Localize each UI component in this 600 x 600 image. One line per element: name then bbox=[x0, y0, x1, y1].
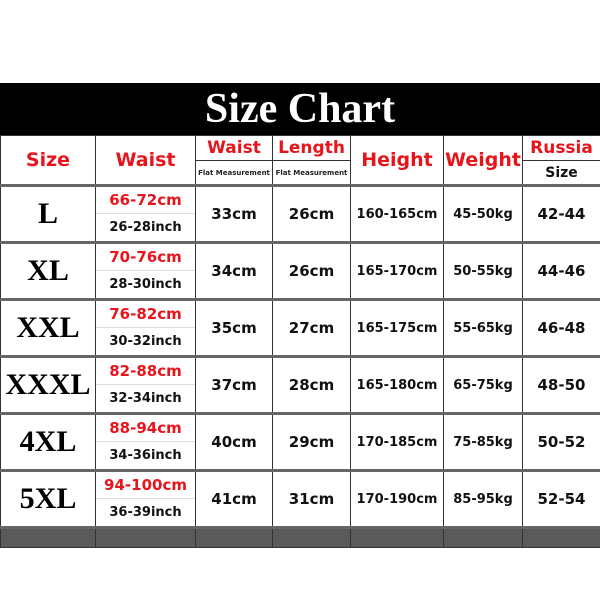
size-table: Size Waist Waist Length Height Weight Ru… bbox=[0, 135, 600, 548]
size-cell: XXL bbox=[0, 298, 96, 357]
header-length: Length bbox=[272, 135, 351, 161]
russia-cell: 50-52 bbox=[522, 412, 600, 471]
footer-cell bbox=[195, 526, 273, 548]
waist-cell: 76-82cm 30-32inch bbox=[95, 298, 196, 357]
header-length-sub: Flat Measurement bbox=[272, 160, 351, 186]
waist-cell: 66-72cm 26-28inch bbox=[95, 184, 196, 243]
size-cell: L bbox=[0, 184, 96, 243]
flat-waist-cell: 33cm bbox=[195, 184, 273, 243]
table-row: XXL 76-82cm 30-32inch 35cm 27cm 165-175cm 55-6… bbox=[0, 298, 600, 357]
flat-waist-cell: 35cm bbox=[195, 298, 273, 357]
footer-cell bbox=[443, 526, 523, 548]
russia-cell: 46-48 bbox=[522, 298, 600, 357]
size-cell: XL bbox=[0, 241, 96, 300]
chart-title: Size Chart bbox=[0, 83, 600, 135]
length-cell: 28cm bbox=[272, 355, 351, 414]
header-flat-waist-sub: Flat Measurement bbox=[195, 160, 273, 186]
footer-cell bbox=[350, 526, 444, 548]
footer-bar bbox=[0, 526, 600, 548]
russia-cell: 48-50 bbox=[522, 355, 600, 414]
flat-waist-cell: 37cm bbox=[195, 355, 273, 414]
header-flat-waist: Waist bbox=[195, 135, 273, 161]
flat-waist-cell: 41cm bbox=[195, 469, 273, 528]
waist-cm: 94-100cm bbox=[96, 472, 195, 499]
length-cell: 31cm bbox=[272, 469, 351, 528]
header-size: Size bbox=[0, 135, 96, 186]
flat-waist-cell: 40cm bbox=[195, 412, 273, 471]
table-row: XL 70-76cm 28-30inch 34cm 26cm 165-170cm 50-55… bbox=[0, 241, 600, 300]
waist-cm: 66-72cm bbox=[96, 187, 195, 214]
waist-cm: 70-76cm bbox=[96, 244, 195, 271]
size-cell: XXXL bbox=[0, 355, 96, 414]
waist-cell: 82-88cm 32-34inch bbox=[95, 355, 196, 414]
waist-inch: 32-34inch bbox=[109, 391, 182, 406]
weight-cell: 55-65kg bbox=[443, 298, 523, 357]
header-height: Height bbox=[350, 135, 444, 186]
size-cell: 5XL bbox=[0, 469, 96, 528]
waist-cell: 88-94cm 34-36inch bbox=[95, 412, 196, 471]
weight-cell: 50-55kg bbox=[443, 241, 523, 300]
header-row: Size Waist Waist Length Height Weight Ru… bbox=[0, 135, 600, 186]
waist-cm: 82-88cm bbox=[96, 358, 195, 385]
weight-cell: 65-75kg bbox=[443, 355, 523, 414]
weight-cell: 45-50kg bbox=[443, 184, 523, 243]
table-row: L 66-72cm 26-28inch 33cm 26cm 160-165cm 45-50k… bbox=[0, 184, 600, 243]
table-row: XXXL 82-88cm 32-34inch 37cm 28cm 165-180cm 65-… bbox=[0, 355, 600, 414]
waist-cm: 88-94cm bbox=[96, 415, 195, 442]
header-russia-sub: Size bbox=[522, 160, 600, 186]
length-cell: 26cm bbox=[272, 184, 351, 243]
length-cell: 26cm bbox=[272, 241, 351, 300]
waist-inch: 36-39inch bbox=[109, 505, 182, 520]
waist-inch: 26-28inch bbox=[109, 220, 182, 235]
table-row: 5XL 94-100cm 36-39inch 41cm 31cm 170-190cm 85-… bbox=[0, 469, 600, 528]
header-waist: Waist bbox=[95, 135, 196, 186]
height-cell: 170-185cm bbox=[350, 412, 444, 471]
footer-cell bbox=[0, 526, 96, 548]
footer-cell bbox=[272, 526, 351, 548]
length-cell: 27cm bbox=[272, 298, 351, 357]
length-cell: 29cm bbox=[272, 412, 351, 471]
footer-cell bbox=[522, 526, 600, 548]
waist-cell: 70-76cm 28-30inch bbox=[95, 241, 196, 300]
flat-waist-cell: 34cm bbox=[195, 241, 273, 300]
size-cell: 4XL bbox=[0, 412, 96, 471]
table-row: 4XL 88-94cm 34-36inch 40cm 29cm 170-185cm 75-8… bbox=[0, 412, 600, 471]
header-weight: Weight bbox=[443, 135, 523, 186]
waist-inch: 30-32inch bbox=[109, 334, 182, 349]
waist-inch: 28-30inch bbox=[109, 277, 182, 292]
weight-cell: 85-95kg bbox=[443, 469, 523, 528]
waist-cm: 76-82cm bbox=[96, 301, 195, 328]
waist-cell: 94-100cm 36-39inch bbox=[95, 469, 196, 528]
header-russia: Russia bbox=[522, 135, 600, 161]
height-cell: 165-175cm bbox=[350, 298, 444, 357]
waist-inch: 34-36inch bbox=[109, 448, 182, 463]
height-cell: 165-180cm bbox=[350, 355, 444, 414]
footer-cell bbox=[95, 526, 196, 548]
weight-cell: 75-85kg bbox=[443, 412, 523, 471]
height-cell: 160-165cm bbox=[350, 184, 444, 243]
height-cell: 170-190cm bbox=[350, 469, 444, 528]
russia-cell: 42-44 bbox=[522, 184, 600, 243]
russia-cell: 44-46 bbox=[522, 241, 600, 300]
russia-cell: 52-54 bbox=[522, 469, 600, 528]
height-cell: 165-170cm bbox=[350, 241, 444, 300]
